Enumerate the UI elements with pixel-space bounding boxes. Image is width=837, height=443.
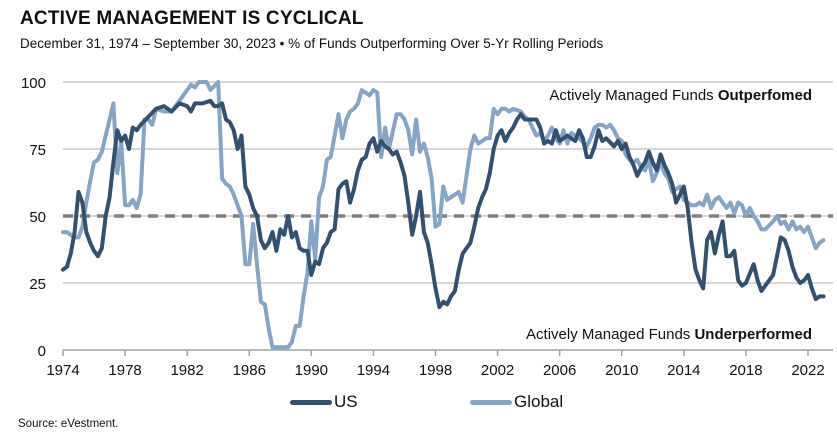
y-tick-label: 25 bbox=[29, 276, 46, 293]
x-tick-label: 2002 bbox=[481, 362, 514, 379]
series-line-global bbox=[61, 80, 826, 350]
outperformed-bold: Outperfomed bbox=[718, 87, 812, 104]
x-tick-label: 2006 bbox=[543, 362, 576, 379]
x-tick-label: 2010 bbox=[605, 362, 638, 379]
x-tick-label: 1982 bbox=[170, 362, 203, 379]
series bbox=[61, 80, 826, 350]
y-tick-label: 75 bbox=[29, 142, 46, 159]
underperformed-prefix: Actively Managed Funds bbox=[526, 326, 694, 343]
outperformed-prefix: Actively Managed Funds bbox=[549, 87, 717, 104]
chart-subtitle: December 31, 1974 – September 30, 2023 •… bbox=[20, 36, 604, 51]
legend: US Global bbox=[0, 392, 837, 416]
chart-title: ACTIVE MANAGEMENT IS CYCLICAL bbox=[20, 8, 364, 29]
x-tick-label: 1990 bbox=[295, 362, 328, 379]
legend-label-us: US bbox=[334, 392, 358, 411]
x-tick-label: 2014 bbox=[667, 362, 700, 379]
x-tick-label: 1998 bbox=[419, 362, 452, 379]
x-tick-label: 1986 bbox=[233, 362, 266, 379]
source-note: Source: eVestment. bbox=[18, 418, 119, 430]
x-tick-label: 1974 bbox=[46, 362, 79, 379]
x-tick-label: 1978 bbox=[108, 362, 141, 379]
series-line-us bbox=[61, 98, 826, 310]
legend-item-us: US bbox=[290, 392, 358, 412]
x-axis: 1974 1978 1982 1986 1990 1994 1998 2002 2006 2010… bbox=[46, 349, 834, 379]
underperformed-annotation: Actively Managed Funds Underperformed bbox=[526, 326, 812, 343]
gridlines bbox=[63, 81, 834, 284]
outperformed-annotation: Actively Managed Funds Outperfomed bbox=[549, 87, 812, 104]
y-tick-label: 50 bbox=[29, 209, 46, 226]
legend-swatch-global bbox=[470, 399, 512, 405]
legend-label-global: Global bbox=[514, 392, 564, 411]
x-tick-label: 1994 bbox=[357, 362, 390, 379]
y-tick-label: 100 bbox=[21, 75, 46, 92]
y-axis-ticks: 0 25 50 75 100 bbox=[21, 75, 46, 360]
x-tick-label: 2018 bbox=[729, 362, 762, 379]
underperformed-bold: Underperformed bbox=[694, 326, 812, 343]
legend-item-global: Global bbox=[470, 392, 563, 412]
x-tick-label: 2022 bbox=[791, 362, 824, 379]
y-tick-label: 0 bbox=[38, 343, 46, 360]
legend-swatch-us bbox=[290, 399, 332, 405]
